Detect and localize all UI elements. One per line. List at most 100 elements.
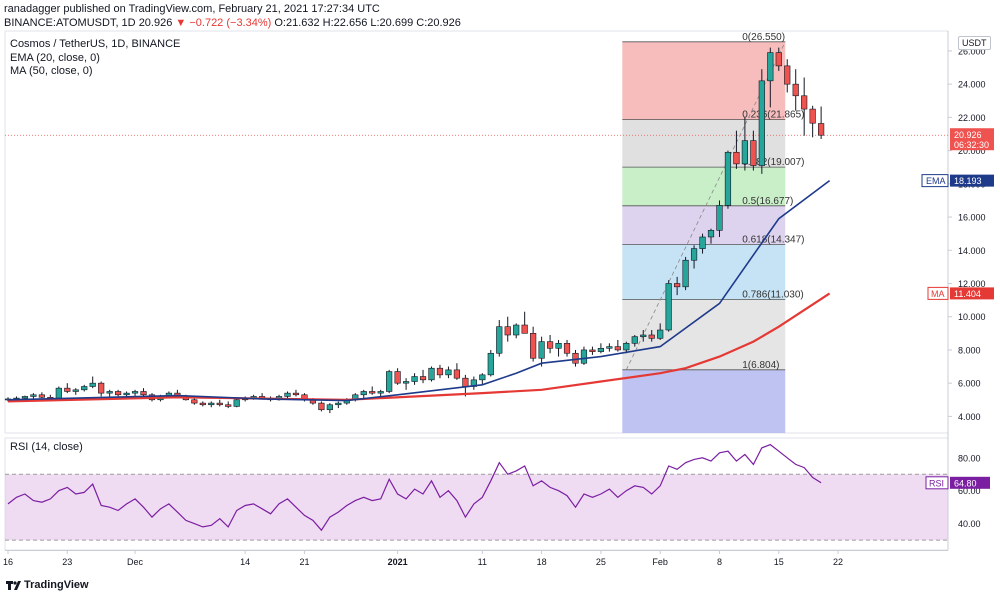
currency-button[interactable]: USDT [958,36,991,50]
fib-level-label: 0.5(16.677) [742,196,793,207]
fib-level-label: 0.786(11.030) [742,290,804,301]
footer-brand: TradingView [6,579,89,591]
time-tick-label: 23 [62,557,72,567]
ema-name-tag-text: EMA [926,176,946,186]
candle-body [818,123,825,136]
candle-body [360,391,367,396]
candle-body [784,65,791,85]
ohlc-values: O:21.632 H:22.656 L:20.699 C:20.926 [274,17,461,29]
time-tick-label: Feb [652,557,668,567]
footer-brand-text: TradingView [24,579,89,591]
candle-body [809,108,816,124]
candle-body [140,391,147,396]
candle-body [191,399,198,404]
price-pane-frame [4,30,949,434]
ma-legend: MA (50, close, 0) [10,65,93,77]
rsi-name-tag-text: RSI [929,478,944,488]
price-tick-label: 20.000 [958,146,986,156]
candle-countdown: 06:32:30 [954,140,989,150]
candle-body [428,367,435,381]
price-tick-label: 4.000 [958,412,981,422]
ma-name-tag [927,286,949,300]
candle-body [377,391,384,394]
fib-level-label: 0.618(14.347) [742,235,804,246]
price-tick-label: 10.000 [958,312,986,322]
candle-body [131,391,139,394]
time-tick-label: 8 [717,557,722,567]
price-tick-label: 16.000 [958,213,986,223]
candle-body [555,342,562,349]
candle-body [89,382,96,387]
candle-body [216,402,223,406]
ma-value-tag-text: 11.404 [954,289,981,299]
fib-zone [622,119,786,168]
candle-body [648,334,655,339]
price-tick-label: 14.000 [958,246,986,256]
ema-line [7,179,831,402]
rsi-value-tag [950,476,990,489]
candle-body [665,283,672,331]
candle-body [38,394,45,398]
candle-body [123,392,130,396]
price-tick-label: 6.000 [958,379,981,389]
candle-body [716,205,723,231]
fib-level-label: 1(6.804) [742,360,779,371]
candle-body [538,341,545,359]
candle-body [657,329,664,339]
candle-body [462,377,469,387]
candle-body [386,371,393,392]
candle-body [589,349,596,352]
rsi-line [7,443,822,532]
candle-body [640,334,647,337]
candle-body [479,374,486,381]
candle-body [792,83,799,97]
price-tick-label: 26.000 [958,46,986,56]
rsi-tick-label: 40.00 [958,519,981,529]
candle-body [597,347,604,352]
price-change: ▼ −0.722 (−3.34%) [175,17,272,29]
fib-level-label: 0(26.550) [742,32,785,43]
ema-legend: EMA (20, close, 0) [10,52,100,64]
candle-body [741,140,748,165]
candle-body [724,151,732,206]
time-tick-label: 2021 [388,557,408,567]
candle-body [453,369,461,379]
price-tick-label: 22.000 [958,113,986,123]
candle-body [767,52,774,82]
ema-value-tag-text: 18.193 [954,176,982,186]
price-tick-label: 24.000 [958,80,986,90]
time-tick-label: 14 [240,557,250,567]
candle-body [21,396,29,399]
ma-value-tag [950,287,994,300]
candle-body [733,151,740,165]
tradingview-logo-icon [6,579,21,591]
candle-body [419,376,427,381]
candle-body [445,369,452,376]
candle-body [81,386,88,391]
candle-body [284,392,291,397]
candle-body [504,326,511,336]
candle-body [199,402,206,406]
rsi-tick-label: 80.00 [958,453,981,463]
rsi-band [5,474,948,541]
last-price-tag [950,128,994,151]
candle-body [546,341,554,349]
candle-body [496,326,503,354]
candle-body [707,230,715,238]
candle-body [64,387,71,392]
time-tick-label: 11 [478,557,487,567]
fib-zone [622,41,786,120]
candle-body [623,342,630,351]
candle-body [55,387,62,399]
ma-name-tag-text: MA [931,289,945,299]
candle-body [106,391,113,394]
candle-body [801,95,808,110]
candle-body [521,324,528,334]
candle-body [750,140,757,166]
candle-body [775,52,782,67]
candle-body [72,389,79,392]
time-tick-label: 22 [833,557,843,567]
fib-zone [622,167,786,206]
candle-body [530,333,537,359]
